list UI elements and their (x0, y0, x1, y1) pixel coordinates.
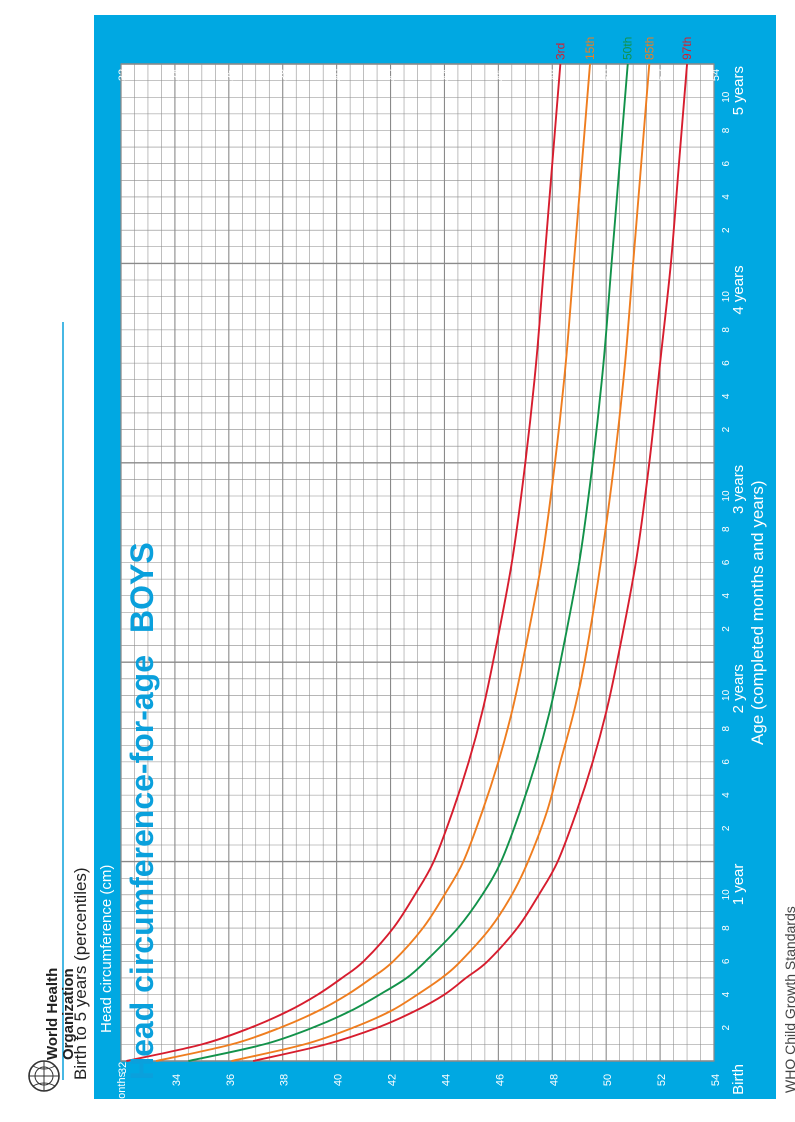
series-label-85th: 85th (642, 37, 656, 60)
chart-grid (120, 63, 715, 1062)
x-month-tick-label: 10 (721, 889, 732, 901)
x-month-tick-label: 6 (721, 559, 732, 565)
x-month-tick-label: 2 (721, 227, 732, 233)
y-tick-label: 50 (602, 1074, 614, 1086)
y-tick-label: 32 (117, 1062, 129, 1074)
y-tick-label: 36 (225, 69, 237, 81)
y-tick-label: 42 (387, 69, 399, 81)
x-month-tick-label: 2 (721, 626, 732, 632)
x-month-tick-label: 8 (721, 327, 732, 333)
chart-title-sex: BOYS (124, 542, 160, 633)
series-label-97th: 97th (680, 37, 694, 60)
x-year-label: 4 years (730, 265, 747, 314)
x-month-tick-label: 2 (721, 426, 732, 432)
x-unit-label: Months (116, 1071, 128, 1108)
y-tick-label: 44 (440, 1074, 452, 1086)
x-month-tick-label: 4 (721, 393, 732, 399)
x-month-tick-label: 2 (721, 825, 732, 831)
x-month-tick-label: 4 (721, 194, 732, 200)
y-tick-label: 42 (387, 1074, 399, 1086)
x-month-tick-label: 4 (721, 792, 732, 798)
x-month-tick-label: 8 (721, 127, 732, 133)
x-month-tick-label: 2 (721, 1025, 732, 1031)
y-tick-label: 48 (548, 1074, 560, 1086)
curve-15th (155, 63, 591, 1062)
chart-title-main: Head circumference-for-age (124, 655, 160, 1080)
y-axis-title: Head circumference (cm) (98, 865, 115, 1033)
who-logo-icon (28, 1060, 60, 1092)
x-month-tick-label: 6 (721, 360, 732, 366)
y-tick-label: 52 (656, 1074, 668, 1086)
y-tick-label: 46 (494, 1074, 506, 1086)
y-tick-label: 48 (548, 69, 560, 81)
series-label-3rd: 3rd (553, 43, 567, 60)
x-year-label: 3 years (730, 465, 747, 514)
percentile-curves (126, 63, 688, 1062)
x-month-tick-label: 6 (721, 759, 732, 765)
y-tick-label: 50 (602, 69, 614, 81)
footer-source: WHO Child Growth Standards (782, 906, 795, 1093)
y-tick-label: 40 (333, 69, 345, 81)
x-month-tick-label: 8 (721, 725, 732, 731)
y-tick-label: 40 (333, 1074, 345, 1086)
y-tick-label: 38 (279, 1074, 291, 1086)
chart-title: Head circumference-for-age BOYS (124, 542, 160, 1080)
org-name-line1: World Health (44, 968, 61, 1060)
x-year-label: 1 year (730, 864, 747, 906)
plot-border (120, 63, 715, 1062)
y-tick-label: 52 (656, 69, 668, 81)
y-tick-label: 54 (710, 69, 722, 81)
x-month-tick-label: 8 (721, 925, 732, 931)
x-month-tick-label: 10 (721, 291, 732, 303)
x-month-tick-label: 4 (721, 593, 732, 599)
series-label-15th: 15th (583, 37, 597, 60)
curve-3rd (126, 63, 562, 1062)
x-year-label: Birth (730, 1064, 747, 1095)
x-year-label: 5 years (730, 66, 747, 115)
y-tick-label: 34 (171, 69, 183, 81)
x-month-tick-label: 10 (721, 689, 732, 701)
y-tick-label: 34 (171, 1074, 183, 1086)
x-month-tick-label: 10 (721, 490, 732, 502)
x-tick-labels: 2 4 6 8 10 2 4 6 8 10 2 4 6 8 10 2 4 6 8 10 2 4 6 8 10 Birth 1 yea… (721, 66, 747, 1095)
curve-50th (188, 63, 629, 1062)
org-name-line2: Organization (60, 968, 77, 1060)
y-tick-label: 46 (494, 69, 506, 81)
y-tick-label: 38 (279, 69, 291, 81)
x-month-tick-label: 8 (721, 526, 732, 532)
x-month-tick-label: 10 (721, 91, 732, 103)
chart-subtitle: Birth to 5 years (percentiles) (71, 867, 90, 1080)
series-label-50th: 50th (621, 37, 635, 60)
x-month-tick-label: 6 (721, 958, 732, 964)
x-month-tick-label: 4 (721, 991, 732, 997)
curve-85th (231, 63, 651, 1062)
x-month-tick-label: 6 (721, 160, 732, 166)
x-year-label: 2 years (730, 664, 747, 713)
y-tick-label: 44 (440, 69, 452, 81)
x-axis-title: Age (completed months and years) (748, 480, 767, 745)
y-tick-labels: 32 34 34 36 36 38 38 40 40 42 42 44 44 46 46 48 48 50 50 52… (116, 69, 722, 1108)
y-tick-label: 54 (710, 1074, 722, 1086)
curve-97th (252, 63, 688, 1062)
y-tick-label: 32 (117, 69, 129, 81)
y-tick-label: 36 (225, 1074, 237, 1086)
series-labels: 97th 85th 50th 15th 3rd (553, 37, 694, 60)
